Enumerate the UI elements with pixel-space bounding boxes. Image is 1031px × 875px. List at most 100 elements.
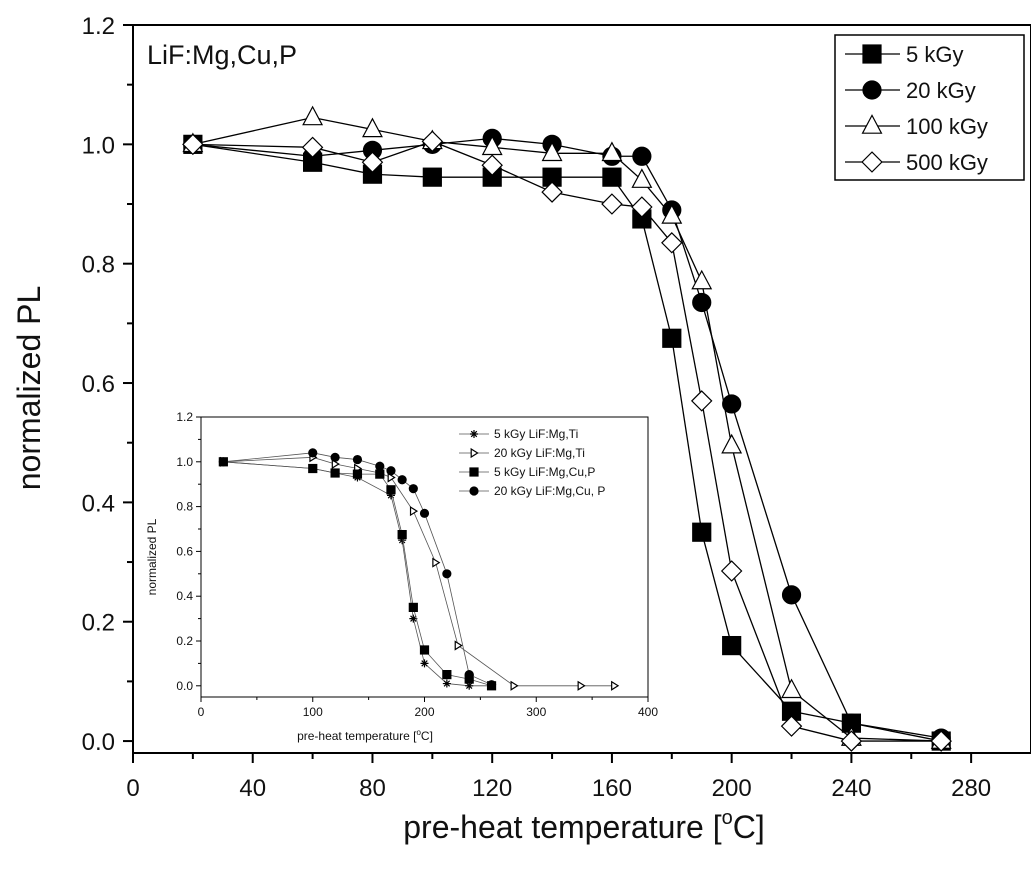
- main-legend-marker: [861, 151, 883, 173]
- main-legend-box: [834, 34, 1025, 181]
- inset-x-tick-label: 300: [526, 705, 546, 719]
- main-y-tick-label: 0.2: [82, 610, 115, 637]
- main-legend-label: 5 kGy: [906, 42, 963, 67]
- inset-data-point: [442, 669, 452, 680]
- main-x-tick-label: 40: [239, 775, 266, 802]
- inset-x-title-main: pre-heat temperature [: [297, 729, 417, 743]
- main-data-point: [302, 105, 324, 126]
- main-data-point: [692, 522, 712, 542]
- inset-series: [218, 448, 620, 691]
- main-x-title-tail: C]: [733, 809, 765, 845]
- main-series-line: [192, 116, 942, 742]
- main-data-point: [541, 181, 563, 203]
- inset-data-point: [386, 491, 395, 500]
- inset-data-point: [375, 469, 385, 479]
- inset-x-title-sup: o: [416, 728, 421, 737]
- inset-legend-marker: [470, 447, 479, 459]
- main-data-point: [781, 678, 802, 699]
- inset-x-tick-label: 0: [198, 705, 205, 719]
- inset-data-point: [387, 472, 396, 483]
- main-data-point: [481, 154, 503, 176]
- main-x-title-main: pre-heat temperature [: [403, 809, 722, 845]
- inset-x-tick-label: 200: [414, 705, 434, 719]
- main-data-point: [930, 730, 952, 752]
- main-series-3: [182, 130, 952, 752]
- inset-data-point: [611, 680, 620, 691]
- inset-data-point: [330, 452, 340, 462]
- inset-x-title-tail: C]: [421, 729, 433, 743]
- main-legend-label: 500 kGy: [906, 150, 988, 175]
- main-data-point: [362, 117, 383, 138]
- main-legend-label: 100 kGy: [906, 114, 988, 139]
- main-x-title-sup: o: [722, 807, 733, 829]
- main-data-point: [301, 136, 324, 159]
- main-legend-marker: [861, 114, 883, 134]
- main-data-point: [631, 196, 653, 218]
- inset-x-tick-label: 100: [303, 705, 323, 719]
- main-data-point: [840, 730, 863, 752]
- main-legend: 5 kGy 20 kGy 100 kGy 500 kGy: [845, 42, 988, 175]
- main-x-tick-label: 280: [951, 775, 991, 802]
- inset-data-point: [408, 484, 418, 494]
- main-data-point: [601, 141, 623, 162]
- main-plot-frame: [132, 24, 1031, 754]
- main-legend-marker: [862, 80, 882, 100]
- inset-series-line: [223, 456, 615, 687]
- inset-data-point: [375, 461, 385, 471]
- inset-data-point: [454, 640, 463, 651]
- inset-data-point: [308, 448, 318, 458]
- main-data-point: [601, 193, 623, 215]
- inset-data-point: [486, 680, 497, 690]
- inset-y-axis-title: normalized PL: [145, 518, 159, 595]
- main-data-point: [721, 433, 743, 454]
- main-x-tick-label: 120: [472, 775, 512, 802]
- inset-data-point: [386, 466, 396, 476]
- main-y-tick-label: 1.2: [82, 13, 115, 40]
- inset-data-point: [432, 557, 441, 568]
- main-y-tick-label: 0.8: [82, 252, 115, 279]
- main-data-point: [661, 232, 683, 254]
- main-y-tick-label: 1.0: [82, 132, 115, 159]
- inset-data-point: [352, 469, 363, 479]
- main-axis-ticks: 0 40 80 120 160 200 240 280 0.0 0.2 0.4 0.6 0.8 1.0 1.…: [82, 13, 992, 802]
- inset-legend-marker: [469, 467, 479, 477]
- main-y-axis-title: normalized PL: [11, 286, 47, 491]
- inset-x-axis-title: pre-heat temperature [oC]: [297, 728, 433, 743]
- inset-data-point: [397, 529, 407, 540]
- inset-legend-label: 5 kGy LiF:Mg,Cu,P: [494, 465, 595, 479]
- inset-y-tick-label: 0.8: [176, 500, 193, 514]
- inset-y-tick-label: 0.2: [176, 634, 193, 648]
- main-data-point: [632, 146, 652, 166]
- main-data-point: [691, 269, 713, 290]
- inset-data-point: [397, 475, 407, 485]
- inset-y-tick-label: 1.0: [176, 455, 193, 469]
- main-series-line: [192, 137, 942, 739]
- main-data-point: [541, 141, 563, 162]
- main-series-line: [192, 140, 942, 742]
- inset-data-point: [386, 485, 396, 495]
- main-data-point: [781, 585, 802, 605]
- main-x-tick-label: 240: [831, 775, 871, 802]
- main-data-point: [182, 133, 204, 156]
- inset-y-tick-label: 1.2: [176, 410, 193, 424]
- main-legend-label: 20 kGy: [906, 78, 976, 103]
- main-data-point: [720, 560, 743, 582]
- main-data-point: [690, 390, 713, 412]
- main-data-point: [602, 167, 622, 187]
- main-data-point: [661, 204, 683, 224]
- main-x-axis-title: pre-heat temperature [oC]: [403, 807, 765, 845]
- inset-legend: 5 kGy LiF:Mg,Ti 20 kGy LiF:Mg,Ti 5 kGy LiF…: [459, 427, 605, 498]
- main-series: [182, 105, 952, 752]
- inset-background: [150, 400, 660, 740]
- main-x-tick-label: 200: [712, 775, 752, 802]
- inset-y-tick-label: 0.0: [176, 679, 193, 693]
- inset-series-3: [218, 448, 497, 690]
- main-data-point: [722, 635, 742, 656]
- main-data-point: [722, 394, 742, 414]
- main-data-point: [421, 130, 444, 153]
- main-data-point: [662, 328, 682, 348]
- main-x-tick-label: 0: [126, 775, 139, 802]
- inset-legend-label: 20 kGy LiF:Mg,Ti: [494, 446, 585, 460]
- main-y-tick-label: 0.4: [82, 490, 115, 517]
